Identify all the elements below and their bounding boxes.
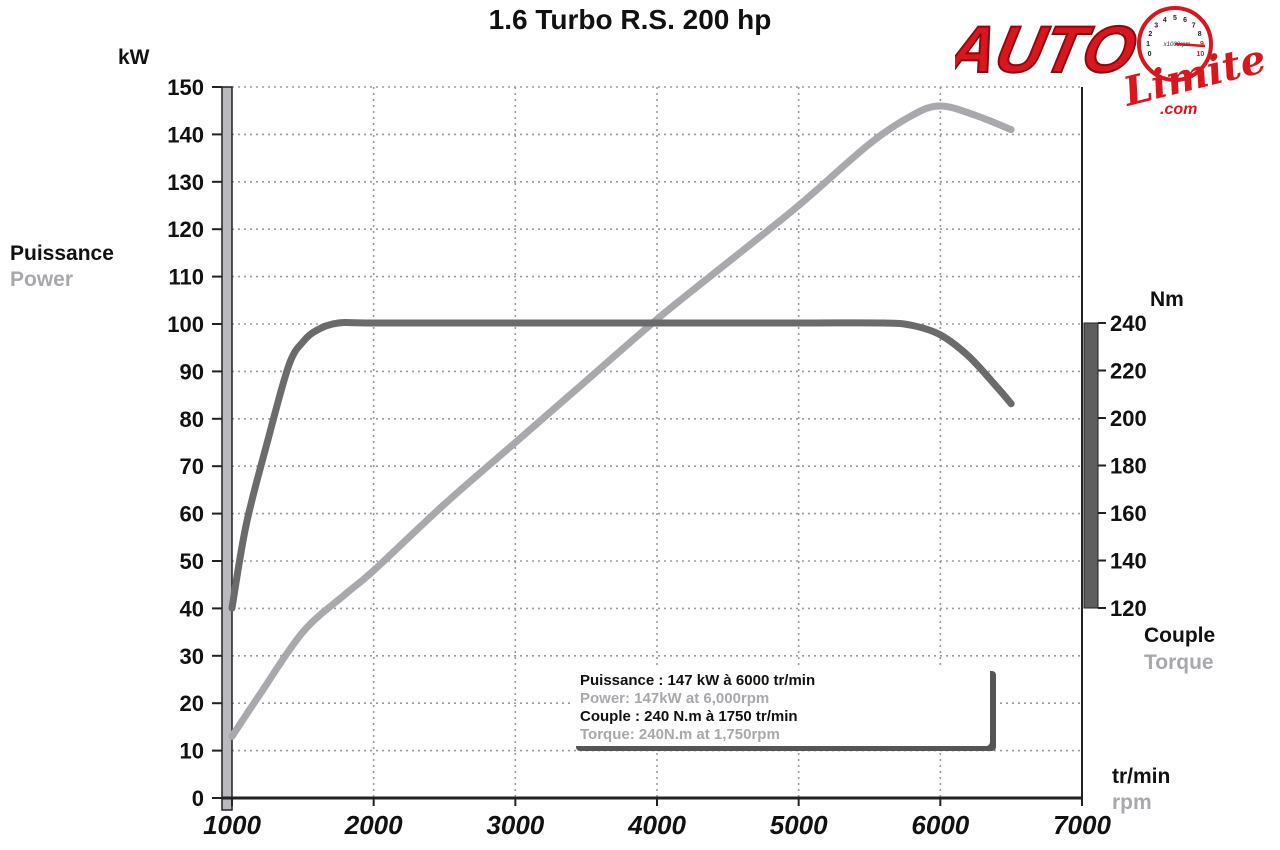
gauge-number: 4	[1163, 17, 1167, 24]
tachometer-icon: 012345678910 x1000rpm	[1137, 6, 1213, 82]
x-tick-labels: 1000 2000 3000 4000 5000 6000 7000	[203, 810, 1111, 840]
gauge-number: 3	[1154, 23, 1158, 30]
info-power-fr: Puissance : 147 kW à 6000 tr/min	[580, 672, 816, 689]
y-left-label-en: Power	[10, 268, 74, 291]
y-left-tick-label: 130	[167, 170, 204, 195]
chart-title: 1.6 Turbo R.S. 200 hp	[488, 4, 772, 35]
x-tick-label: 1000	[203, 810, 261, 840]
info-power-en: Power: 147kW at 6,000rpm	[580, 690, 770, 707]
autolimite-logo: AUTO 012345678910 x1000rpm Limite .com	[955, 6, 1265, 118]
y-right-label-fr: Couple	[1144, 624, 1216, 647]
y-right-tick-label: 120	[1110, 596, 1147, 621]
y-left-tick-label: 140	[167, 122, 204, 147]
x-tick-label: 6000	[911, 810, 969, 840]
info-torque-en: Torque: 240N.m at 1,750rpm	[580, 726, 780, 743]
y-right-tick-label: 160	[1110, 501, 1147, 526]
y-right-label-en: Torque	[1144, 651, 1214, 674]
gauge-number: 0	[1148, 51, 1152, 58]
y-left-tick-label: 150	[167, 75, 204, 100]
info-torque-fr: Couple : 240 N.m à 1750 tr/min	[580, 708, 798, 725]
y-left-tick-label: 30	[180, 644, 204, 669]
y-left-tick-label: 70	[180, 454, 204, 479]
x-tick-label: 7000	[1053, 810, 1111, 840]
y-left-tick-label: 0	[192, 786, 204, 811]
info-box: Puissance : 147 kW à 6000 tr/min Power: …	[570, 666, 990, 746]
y-left-unit: kW	[118, 46, 150, 69]
y-left-tick-labels: 0 10 20 30 40 50 60 70 80 90 100 110 120 130 140 150	[167, 75, 204, 811]
y-left-tick-label: 10	[180, 739, 204, 764]
gauge-number: 7	[1192, 23, 1196, 30]
y-right-tick-label: 180	[1110, 454, 1147, 479]
y-right-unit: Nm	[1150, 288, 1184, 311]
logo-brand: AUTO	[955, 14, 1143, 87]
gauge-number: 2	[1148, 31, 1152, 38]
x-axis-label-fr: tr/min	[1112, 765, 1171, 788]
y-left-tick-label: 80	[180, 407, 204, 432]
right-axis-bar	[1083, 322, 1099, 609]
y-right-tick-label: 200	[1110, 406, 1147, 431]
x-tick-label: 4000	[627, 810, 686, 840]
y-left-tick-label: 90	[180, 359, 204, 384]
y-left-tick-label: 100	[167, 312, 204, 337]
x-tick-label: 3000	[486, 810, 544, 840]
gauge-number: 6	[1183, 17, 1187, 24]
y-left-tick-label: 20	[180, 691, 204, 716]
y-right-tick-label: 220	[1110, 359, 1147, 384]
x-tick-label: 2000	[344, 810, 403, 840]
power-curve	[228, 102, 1015, 740]
y-left-tick-label: 50	[180, 549, 204, 574]
y-right-tick-label: 240	[1110, 311, 1147, 336]
y-left-label-fr: Puissance	[10, 242, 114, 265]
axes	[212, 86, 1106, 811]
y-left-tick-label: 110	[169, 265, 205, 290]
gauge-number: 1	[1146, 41, 1150, 48]
left-axis-bar	[221, 86, 233, 811]
y-left-tick-label: 60	[180, 502, 204, 527]
y-right-tick-labels: 120 140 160 180 200 220 240	[1110, 311, 1147, 621]
y-left-tick-label: 40	[180, 596, 204, 621]
gauge-number: 10	[1196, 51, 1204, 58]
logo-domain: .com	[1160, 101, 1197, 118]
series-lines	[228, 102, 1015, 740]
torque-curve	[228, 318, 1015, 612]
gauge-number: 5	[1173, 15, 1177, 22]
gauge-number: 8	[1198, 31, 1202, 38]
y-right-tick-label: 140	[1110, 549, 1147, 574]
x-tick-label: 5000	[770, 810, 828, 840]
x-axis-label-en: rpm	[1112, 791, 1152, 814]
y-left-tick-label: 120	[167, 217, 204, 242]
